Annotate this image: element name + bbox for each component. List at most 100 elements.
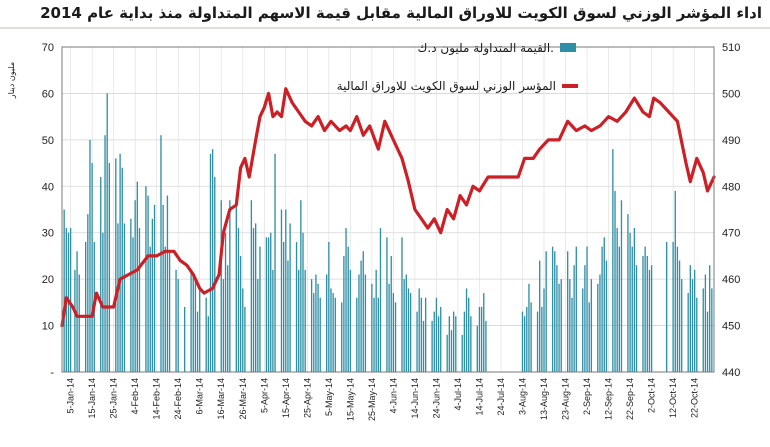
x-tick-label: 2-Sep-14 [582, 378, 592, 415]
y-tick-left: 10 [42, 321, 54, 333]
bar [603, 237, 605, 372]
bar [567, 251, 569, 372]
bar [709, 265, 711, 372]
bar [405, 274, 407, 372]
bar [390, 255, 392, 372]
bar [295, 242, 298, 372]
x-tick-label: 14-Feb-14 [152, 378, 162, 420]
bar [539, 260, 541, 372]
bar [149, 246, 151, 372]
y-tick-right: 490 [722, 135, 740, 147]
x-tick-label: 14-Jun-14 [410, 378, 420, 419]
bar [175, 269, 177, 372]
bar [250, 200, 253, 372]
bar [556, 265, 558, 372]
bar [220, 200, 222, 372]
bar [63, 209, 65, 372]
x-tick-label: 4-Jun-14 [388, 378, 398, 414]
bar [483, 293, 485, 372]
bar [650, 265, 653, 372]
bar [317, 283, 319, 372]
bar [452, 311, 455, 372]
bar [356, 297, 358, 372]
bar [569, 279, 571, 372]
bar [289, 223, 291, 372]
bar [106, 93, 108, 372]
bar [450, 330, 453, 372]
bar [319, 297, 321, 372]
bar [373, 297, 375, 372]
bar [521, 311, 524, 372]
bar [199, 288, 201, 372]
bar [214, 177, 216, 372]
bar [242, 288, 244, 372]
bar [123, 223, 126, 372]
x-tick-label: 12-Sep-14 [604, 378, 614, 420]
bar [528, 283, 530, 372]
bar [523, 316, 526, 372]
bar [136, 181, 138, 372]
bar [526, 307, 528, 372]
bar [190, 269, 192, 372]
bar [360, 260, 362, 372]
bar [642, 255, 644, 372]
x-tick-label: 16-Mar-14 [216, 378, 226, 420]
bar [618, 246, 620, 372]
bar [446, 334, 448, 372]
bar [689, 265, 691, 372]
bar [194, 279, 197, 372]
x-tick-label: 5-Jan-14 [66, 378, 76, 414]
bar [270, 232, 272, 372]
y-axis-left-label: مليون دينار [7, 62, 16, 99]
bar [711, 288, 713, 372]
bar [543, 288, 545, 372]
bar [192, 274, 194, 372]
y-tick-left: 30 [42, 228, 54, 240]
bar [440, 307, 442, 372]
bar [162, 204, 164, 372]
x-tick-label: 4-Jul-14 [453, 378, 463, 411]
y-tick-left: 70 [42, 42, 54, 54]
bar [252, 228, 255, 372]
bar [313, 293, 315, 372]
x-tick-label: 5-May-14 [324, 378, 334, 416]
bar [328, 242, 330, 372]
bar [681, 279, 683, 372]
bar [435, 297, 438, 372]
x-tick-label: 24-Jul-14 [496, 378, 506, 416]
bar [530, 302, 532, 372]
bar [433, 311, 435, 372]
x-tick-label: 13-Aug-14 [539, 378, 549, 420]
bar [379, 228, 382, 372]
bar [463, 311, 466, 372]
bar [74, 269, 76, 372]
bar [358, 274, 360, 372]
bar [183, 307, 186, 372]
y-tick-right: 510 [722, 42, 740, 54]
x-tick-label: 15-Apr-14 [281, 378, 291, 418]
bar [616, 228, 618, 372]
bar [693, 269, 696, 372]
x-tick-label: 24-Feb-14 [173, 378, 183, 420]
bar [536, 311, 539, 372]
x-tick-label: 15-May-14 [345, 378, 355, 421]
bar [145, 186, 147, 372]
bar [614, 190, 616, 372]
bar [431, 320, 433, 372]
bar [132, 237, 134, 372]
bar [597, 283, 599, 372]
x-tick-label: 22-Oct-14 [690, 378, 700, 418]
bar [420, 297, 423, 372]
bar [584, 265, 586, 372]
bar [347, 246, 349, 372]
bar [704, 274, 707, 372]
bar [620, 200, 623, 372]
bar [485, 320, 487, 372]
bar [205, 297, 207, 372]
bar [605, 260, 608, 372]
bar [560, 279, 562, 372]
y-tick-right: 470 [722, 228, 740, 240]
bar [465, 288, 468, 372]
bar [89, 139, 91, 372]
